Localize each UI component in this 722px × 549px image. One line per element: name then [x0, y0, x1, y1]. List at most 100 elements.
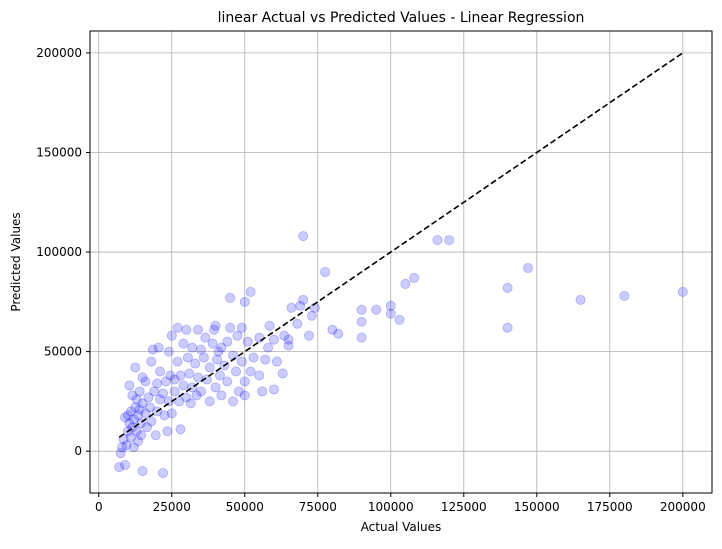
data-point: [214, 370, 225, 381]
data-point: [187, 342, 198, 353]
data-point: [125, 406, 136, 417]
data-point: [124, 418, 135, 429]
reference-line: [118, 52, 684, 438]
data-point: [162, 426, 173, 437]
x-tick-label: 25000: [153, 500, 191, 514]
data-point: [231, 366, 242, 377]
data-point: [172, 356, 183, 367]
x-tick-label: 50000: [226, 500, 264, 514]
data-point: [575, 294, 586, 305]
data-point: [134, 386, 145, 397]
data-point: [502, 282, 513, 293]
data-point: [120, 460, 131, 471]
data-point: [292, 318, 303, 329]
data-point: [124, 380, 135, 391]
data-point: [271, 356, 282, 367]
data-point: [619, 290, 630, 301]
data-point: [210, 382, 221, 393]
data-point: [114, 462, 125, 473]
data-point: [127, 390, 138, 401]
data-point: [128, 442, 139, 453]
data-point: [137, 398, 148, 409]
data-point: [444, 235, 455, 246]
data-point: [385, 300, 396, 311]
data-point: [160, 376, 171, 387]
y-tick-label: 150000: [36, 145, 82, 159]
data-point: [169, 386, 180, 397]
data-point: [181, 392, 192, 403]
data-point: [212, 354, 223, 365]
data-point: [228, 396, 239, 407]
data-point: [152, 378, 163, 389]
data-point: [260, 354, 271, 365]
x-axis-label: Actual Values: [361, 520, 442, 534]
data-point: [371, 304, 382, 315]
data-point: [131, 394, 142, 405]
data-point: [163, 396, 174, 407]
data-point: [268, 334, 279, 345]
x-tick-label: 150000: [514, 500, 560, 514]
data-point: [236, 322, 247, 333]
data-point: [254, 370, 265, 381]
data-point: [356, 304, 367, 315]
x-tick-label: 75000: [299, 500, 337, 514]
data-point: [146, 356, 157, 367]
data-point: [264, 320, 275, 331]
data-point: [356, 316, 367, 327]
data-point: [137, 372, 148, 383]
data-point: [117, 442, 128, 453]
data-point: [137, 466, 148, 477]
data-point: [133, 436, 144, 447]
data-point: [178, 380, 189, 391]
data-point: [158, 388, 169, 399]
data-point: [394, 314, 405, 325]
data-point: [191, 390, 202, 401]
x-tick-label: 100000: [368, 500, 414, 514]
data-point: [286, 302, 297, 313]
data-point: [356, 332, 367, 343]
data-point: [263, 342, 274, 353]
data-point: [233, 386, 244, 397]
data-point: [141, 422, 152, 433]
chart-title: linear Actual vs Predicted Values - Line…: [218, 10, 585, 26]
data-point: [245, 366, 256, 377]
data-point: [201, 374, 212, 385]
data-point: [140, 376, 151, 387]
data-point: [185, 398, 196, 409]
data-point: [298, 231, 309, 242]
data-point: [175, 424, 186, 435]
y-tick-label: 50000: [44, 345, 82, 359]
data-point: [248, 352, 259, 363]
data-point: [283, 334, 294, 345]
data-point: [216, 342, 227, 353]
data-point: [677, 286, 688, 297]
data-point: [304, 330, 315, 341]
data-point: [178, 338, 189, 349]
data-point: [153, 342, 164, 353]
data-point: [166, 408, 177, 419]
data-point: [204, 396, 215, 407]
data-point: [432, 235, 443, 246]
data-point: [204, 362, 215, 373]
data-point: [195, 344, 206, 355]
data-point: [155, 394, 166, 405]
data-point: [385, 308, 396, 319]
y-axis-label: Predicted Values: [9, 212, 23, 311]
data-point: [268, 384, 279, 395]
data-point: [130, 362, 141, 373]
x-tick-label: 125000: [441, 500, 487, 514]
data-point: [277, 368, 288, 379]
data-point: [163, 346, 174, 357]
data-point: [146, 416, 157, 427]
data-point: [209, 324, 220, 335]
data-point: [136, 430, 147, 441]
data-point: [166, 330, 177, 341]
data-point: [165, 370, 176, 381]
data-point: [144, 402, 155, 413]
data-point: [150, 430, 161, 441]
data-point: [216, 390, 227, 401]
data-point: [184, 368, 195, 379]
data-point: [147, 344, 158, 355]
data-point: [207, 338, 218, 349]
